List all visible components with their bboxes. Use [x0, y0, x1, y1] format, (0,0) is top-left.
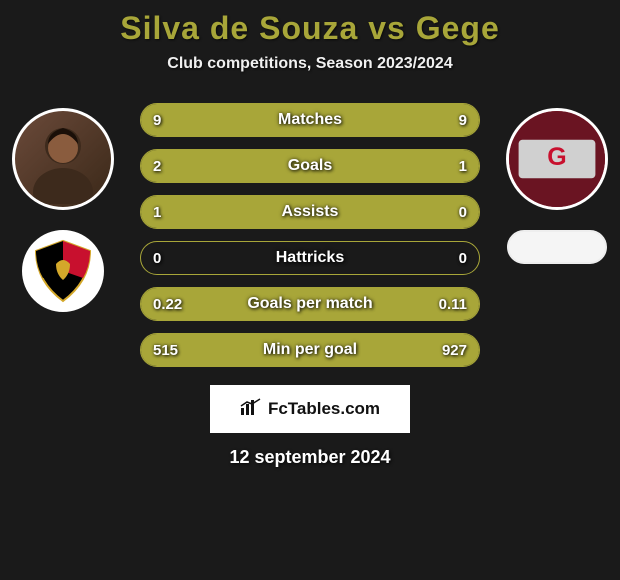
- stat-value-p1: 0.22: [153, 288, 182, 320]
- stat-fill-left: [141, 196, 479, 228]
- stat-row: 0.220.11Goals per match: [140, 287, 480, 321]
- stat-value-p2: 0.11: [439, 288, 467, 320]
- stat-value-p1: 515: [153, 334, 178, 366]
- stat-value-p1: 2: [153, 150, 161, 182]
- person-silhouette-icon: [18, 114, 108, 204]
- stat-value-p1: 1: [153, 196, 161, 228]
- svg-text:G: G: [547, 143, 566, 171]
- stat-fill-right: [310, 104, 479, 136]
- stat-value-p2: 927: [442, 334, 467, 366]
- player2-column: G: [502, 108, 612, 264]
- date-label: 12 september 2024: [0, 447, 620, 468]
- stat-fill-left: [141, 104, 310, 136]
- page-title: Silva de Souza vs Gege: [0, 10, 620, 47]
- stat-label: Hattricks: [141, 242, 479, 274]
- player1-column: [8, 108, 118, 312]
- page-subtitle: Club competitions, Season 2023/2024: [0, 55, 620, 73]
- player2-avatar: G: [506, 108, 608, 210]
- stat-row: 515927Min per goal: [140, 333, 480, 367]
- stat-row: 21Goals: [140, 149, 480, 183]
- player1-club-badge: [22, 230, 104, 312]
- stat-value-p1: 9: [153, 104, 161, 136]
- stat-row: 99Matches: [140, 103, 480, 137]
- branding-watermark: FcTables.com: [210, 385, 410, 433]
- stat-fill-left: [141, 150, 364, 182]
- player2-club-badge: [507, 230, 607, 264]
- stat-value-p2: 1: [459, 150, 467, 182]
- stat-value-p1: 0: [153, 242, 161, 274]
- stat-value-p2: 0: [459, 242, 467, 274]
- chart-icon: [240, 398, 262, 421]
- stat-bars: 99Matches21Goals10Assists00Hattricks0.22…: [140, 103, 480, 367]
- photo-placeholder-icon: G: [509, 109, 605, 209]
- stat-row: 10Assists: [140, 195, 480, 229]
- stat-row: 0 0Hattricks: [140, 241, 480, 275]
- stat-value-p2: 9: [459, 104, 467, 136]
- stat-value-p2: 0: [459, 196, 467, 228]
- player1-avatar: [12, 108, 114, 210]
- branding-text: FcTables.com: [268, 399, 380, 419]
- stats-area: G 99Matches21Goals10Assists00Hattricks0.…: [0, 103, 620, 367]
- shield-icon: [28, 236, 98, 306]
- infographic-root: Silva de Souza vs Gege Club competitions…: [0, 0, 620, 580]
